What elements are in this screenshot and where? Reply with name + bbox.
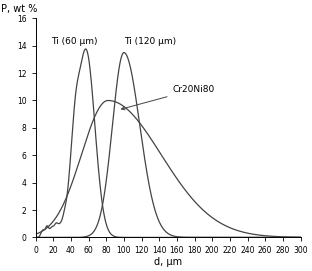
Text: Ti (60 μm): Ti (60 μm): [51, 37, 98, 46]
Text: Cr20Ni80: Cr20Ni80: [121, 85, 215, 110]
Text: P, wt %: P, wt %: [1, 4, 37, 14]
X-axis label: d, μm: d, μm: [154, 257, 182, 267]
Text: Ti (120 μm): Ti (120 μm): [124, 37, 176, 46]
